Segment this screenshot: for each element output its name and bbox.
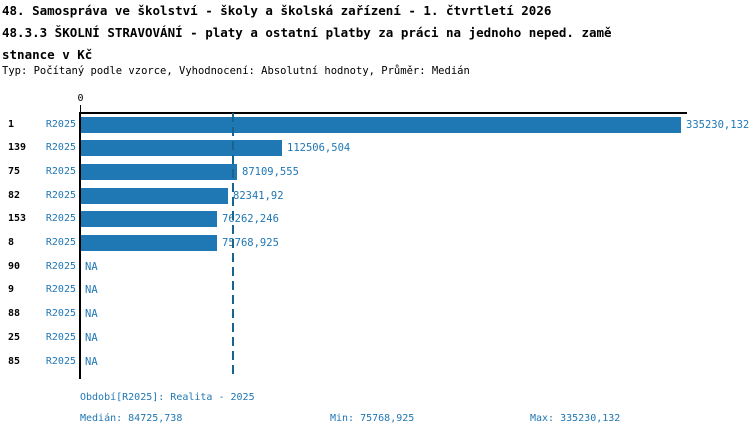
row-series-label: R2025 [45, 261, 76, 272]
bar-value-label: 87109,555 [242, 166, 299, 178]
row-category-label: 1 [8, 119, 15, 130]
bar [81, 211, 217, 227]
row-category-label: 139 [8, 142, 27, 153]
footer-min-label: Min: 75768,925 [330, 413, 415, 424]
row-category-label: 90 [8, 261, 21, 272]
row-series-label: R2025 [45, 308, 76, 319]
row-series-label: R2025 [45, 166, 76, 177]
x-axis-zero-tick [79, 105, 81, 113]
bar [81, 235, 217, 251]
median-reference-line [231, 113, 234, 377]
bar [81, 164, 237, 180]
bar-value-label: 112506,504 [287, 142, 351, 154]
bar [81, 188, 228, 204]
bar [81, 140, 282, 156]
row-series-label: R2025 [45, 237, 76, 248]
footer-max-label: Max: 335230,132 [530, 413, 621, 424]
bar-value-label: 75768,925 [222, 237, 279, 249]
row-series-label: R2025 [45, 119, 76, 130]
footer-median-label: Medián: 84725,738 [80, 413, 183, 424]
na-label: NA [85, 284, 98, 296]
bar-value-label: 76262,246 [222, 213, 279, 225]
row-series-label: R2025 [45, 332, 76, 343]
row-series-label: R2025 [45, 284, 76, 295]
row-category-label: 8 [8, 237, 15, 248]
bar-value-label: 335230,132 [686, 119, 750, 131]
page-title-line-1: 48. Samospráva ve školství - školy a ško… [2, 3, 552, 18]
row-category-label: 75 [8, 166, 21, 177]
footer-period-label: Období[R2025]: Realita - 2025 [80, 392, 255, 403]
row-category-label: 153 [8, 213, 27, 224]
row-series-label: R2025 [45, 142, 76, 153]
page-title-line-2: 48.3.3 ŠKOLNÍ STRAVOVÁNÍ - platy a ostat… [2, 25, 612, 40]
row-series-label: R2025 [45, 190, 76, 201]
bar [81, 117, 681, 133]
row-series-label: R2025 [45, 356, 76, 367]
x-axis-line [80, 112, 687, 114]
y-axis-line [78, 112, 81, 379]
na-label: NA [85, 261, 98, 273]
row-category-label: 25 [8, 332, 21, 343]
na-label: NA [85, 308, 98, 320]
row-category-label: 9 [8, 284, 15, 295]
row-category-label: 85 [8, 356, 21, 367]
x-axis-zero-label: 0 [77, 93, 84, 104]
row-category-label: 82 [8, 190, 21, 201]
chart-meta-line: Typ: Počítaný podle vzorce, Vyhodnocení:… [2, 65, 470, 77]
row-series-label: R2025 [45, 213, 76, 224]
bar-value-label: 82341,92 [233, 190, 284, 202]
na-label: NA [85, 356, 98, 368]
na-label: NA [85, 332, 98, 344]
page-title-line-3: stnance v Kč [2, 47, 93, 62]
row-category-label: 88 [8, 308, 21, 319]
